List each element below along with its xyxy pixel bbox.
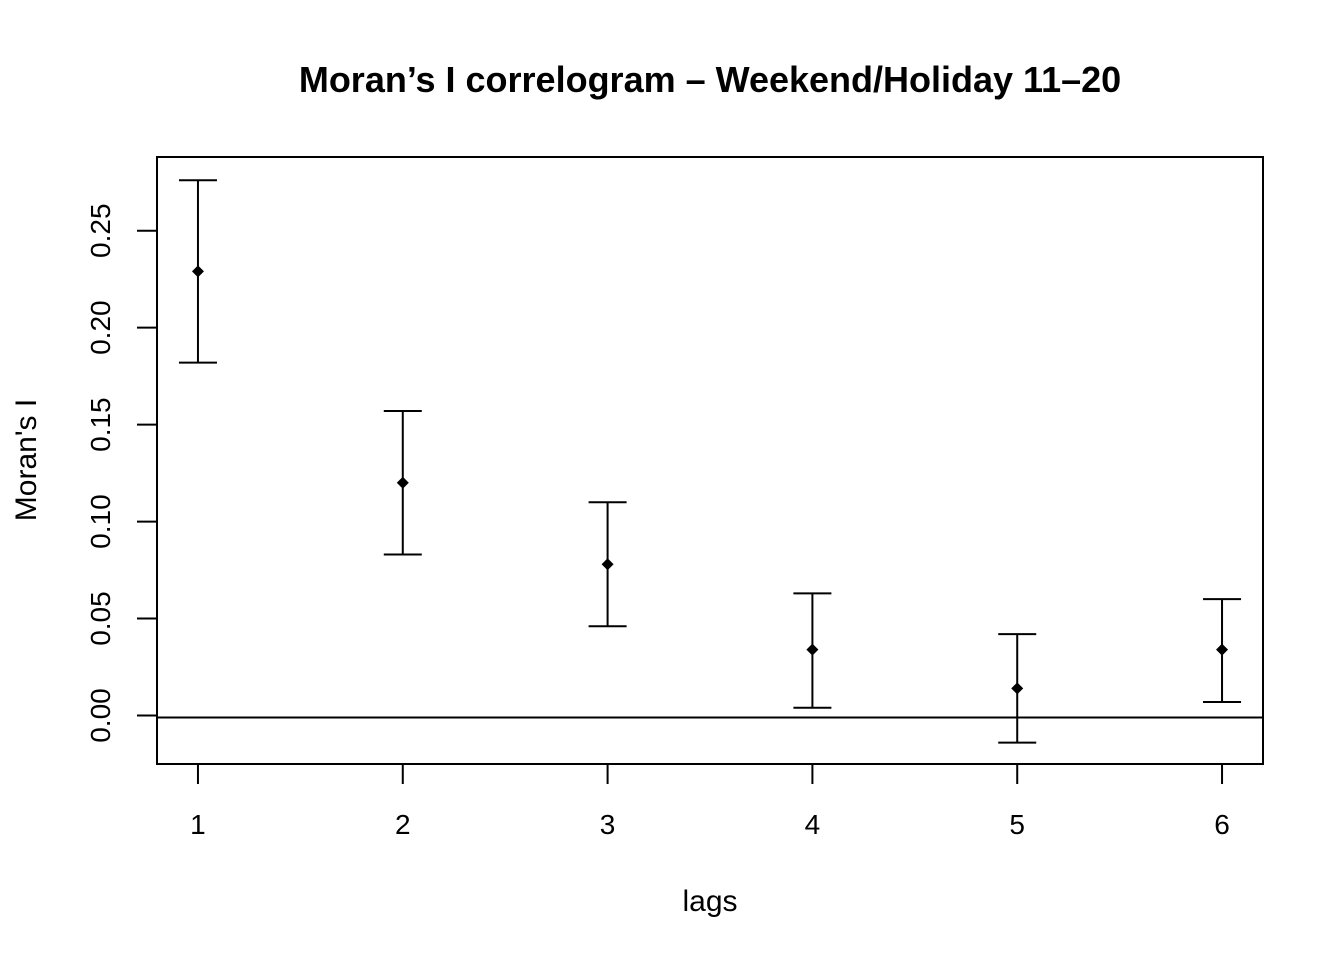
data-point-lag-3 [601,558,614,571]
x-axis: 1 2 3 4 5 6 [190,764,1230,840]
x-tick-label: 5 [1009,809,1025,840]
y-tick-label: 0.00 [85,688,116,743]
error-bar-lag-4 [793,592,832,709]
x-tick-label: 3 [600,809,616,840]
y-tick-label: 0.20 [85,300,116,355]
y-tick-label: 0.15 [85,397,116,452]
plot-frame [156,156,1264,765]
x-tick-label: 6 [1214,809,1230,840]
y-tick-label: 0.05 [85,591,116,646]
x-tick-label: 2 [395,809,411,840]
x-tick-label: 1 [190,809,206,840]
data-point-lag-4 [806,643,819,656]
chart-title: Moran’s I correlogram – Weekend/Holiday … [299,59,1121,100]
error-bar-lag-2 [383,410,422,556]
data-point-lag-1 [191,265,204,278]
y-tick-label: 0.25 [85,203,116,258]
plot-area [157,179,1263,744]
data-point-lag-2 [396,476,409,489]
error-bar-lag-6 [1203,598,1242,703]
y-axis: 0.00 0.05 0.10 0.15 0.20 0.25 [85,203,157,743]
error-bar-lag-1 [178,179,217,364]
x-tick-label: 4 [805,809,821,840]
error-bar-lag-3 [588,501,627,628]
y-axis-label: Moran's I [10,399,43,521]
x-axis-label: lags [682,885,737,918]
y-tick-label: 0.10 [85,494,116,549]
data-point-lag-5 [1011,682,1024,695]
data-point-lag-6 [1216,643,1229,656]
error-bar-lag-5 [998,633,1037,744]
